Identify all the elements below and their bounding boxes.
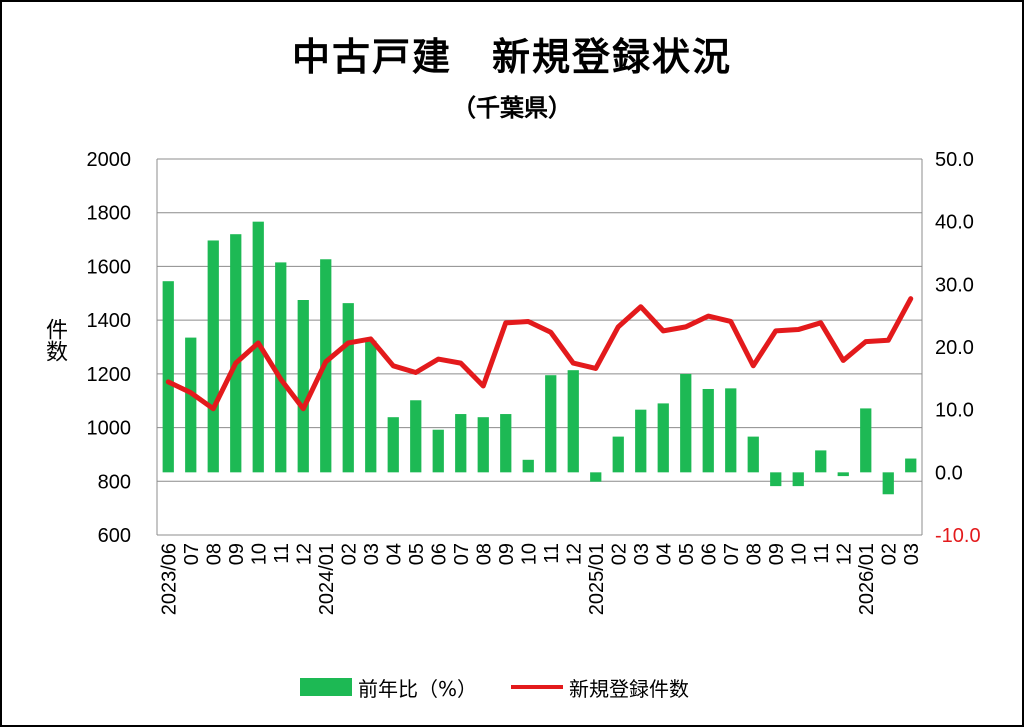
bar: [657, 403, 669, 473]
y-left-tick-label: 1800: [87, 203, 132, 225]
x-tick-label: 05: [676, 543, 698, 565]
bar: [410, 400, 422, 473]
x-tick-label: 06: [698, 543, 720, 565]
y-left-tick-label: 600: [98, 525, 131, 547]
x-tick-label: 11: [271, 543, 293, 564]
bar: [275, 262, 287, 473]
x-tick-label: 09: [226, 543, 248, 565]
x-tick-label: 08: [203, 543, 225, 565]
x-tick-label: 08: [473, 543, 495, 565]
gridlines: [157, 158, 922, 536]
x-tick-label: 11: [811, 543, 833, 564]
y-right-tick-label: 40.0: [935, 212, 974, 234]
y-left-tick-label: 1600: [87, 256, 132, 278]
y-left-tick-label: 1000: [87, 418, 132, 440]
x-tick-label: 07: [721, 543, 743, 565]
bar: [162, 281, 174, 473]
bar: [297, 300, 309, 473]
bar: [635, 409, 647, 473]
x-tick-label: 10: [518, 543, 540, 565]
x-tick-label: 12: [833, 543, 855, 565]
bar: [680, 373, 692, 473]
bar: [522, 459, 534, 473]
x-tick-label: 2024/01: [316, 543, 338, 615]
x-tick-label: 08: [743, 543, 765, 565]
x-tick-label: 02: [338, 543, 360, 565]
x-tick-label: 03: [361, 543, 383, 565]
bar: [837, 472, 849, 477]
bar: [792, 472, 804, 487]
bar: [477, 417, 489, 473]
y-left-tick-label: 2000: [87, 149, 132, 171]
x-tick-label: 12: [563, 543, 585, 565]
bar: [815, 450, 827, 473]
x-tick-label: 11: [541, 543, 563, 564]
bar: [725, 388, 737, 473]
bar-series: [162, 221, 917, 495]
x-tick-label: 09: [496, 543, 518, 565]
x-tick-label: 2023/06: [158, 543, 180, 615]
bar: [612, 436, 624, 473]
x-tick-label: 03: [631, 543, 653, 565]
bar: [342, 303, 354, 473]
chart-subtitle: （千葉県）: [452, 94, 572, 122]
y-right-tick-label: 0.0: [935, 462, 963, 484]
axes: 2000 1800 1600 1400 1200 1000 800 600 50.0 40.0 30…: [87, 149, 981, 615]
x-tick-label: 12: [293, 543, 315, 565]
line-series: [165, 296, 914, 412]
bar: [702, 388, 714, 473]
x-tick-label: 10: [788, 543, 810, 565]
legend-item-line: 新規登録件数: [511, 673, 689, 702]
chart-title: 中古戸建 新規登録状況: [291, 35, 732, 79]
bar: [905, 458, 917, 473]
bar: [230, 234, 242, 473]
bar: [590, 472, 602, 482]
bar: [432, 429, 444, 473]
x-tick-label: 10: [248, 543, 270, 565]
legend-swatch-bar: [300, 678, 352, 696]
bar: [207, 240, 219, 473]
bar: [545, 375, 557, 473]
x-tick-label: 04: [383, 543, 405, 565]
x-tick-label: 2025/01: [586, 543, 608, 615]
x-tick-label: 03: [901, 543, 923, 565]
legend-item-bar: 前年比（%）: [300, 673, 477, 702]
bar: [567, 370, 579, 473]
bar: [365, 340, 377, 473]
bar: [770, 472, 782, 487]
y-right-tick-label: 10.0: [935, 400, 974, 422]
x-tick-label: 02: [608, 543, 630, 565]
y-right-tick-label: 30.0: [935, 274, 974, 296]
legend-swatch-line: [511, 685, 564, 689]
legend: 前年比（%） 新規登録件数: [300, 672, 723, 702]
y-right-tick-label: 50.0: [935, 149, 974, 171]
bar: [882, 472, 894, 495]
y-left-tick-label: 1400: [87, 310, 132, 332]
y-right-tick-label: -10.0: [935, 525, 981, 547]
x-tick-label: 04: [653, 543, 675, 565]
bar: [747, 436, 759, 473]
bar: [860, 408, 872, 473]
series-line: [165, 296, 914, 412]
y-left-tick-label: 800: [98, 471, 131, 493]
bar: [185, 337, 197, 473]
bar: [455, 414, 467, 473]
bar: [500, 414, 512, 473]
legend-label-line: 新規登録件数: [569, 676, 690, 701]
y-axis-left-label: 件数: [42, 318, 67, 362]
bar: [387, 417, 399, 473]
x-tick-label: 02: [878, 543, 900, 565]
y-right-tick-label: 20.0: [935, 337, 974, 359]
x-tick-label: 05: [406, 543, 428, 565]
legend-label-bar: 前年比（%）: [358, 676, 478, 701]
x-tick-label: 07: [451, 543, 473, 565]
y-left-tick-label: 1200: [87, 364, 132, 386]
x-tick-label: 06: [428, 543, 450, 565]
x-tick-label: 09: [766, 543, 788, 565]
x-tick-label: 2026/01: [856, 543, 878, 615]
x-tick-label: 07: [181, 543, 203, 565]
